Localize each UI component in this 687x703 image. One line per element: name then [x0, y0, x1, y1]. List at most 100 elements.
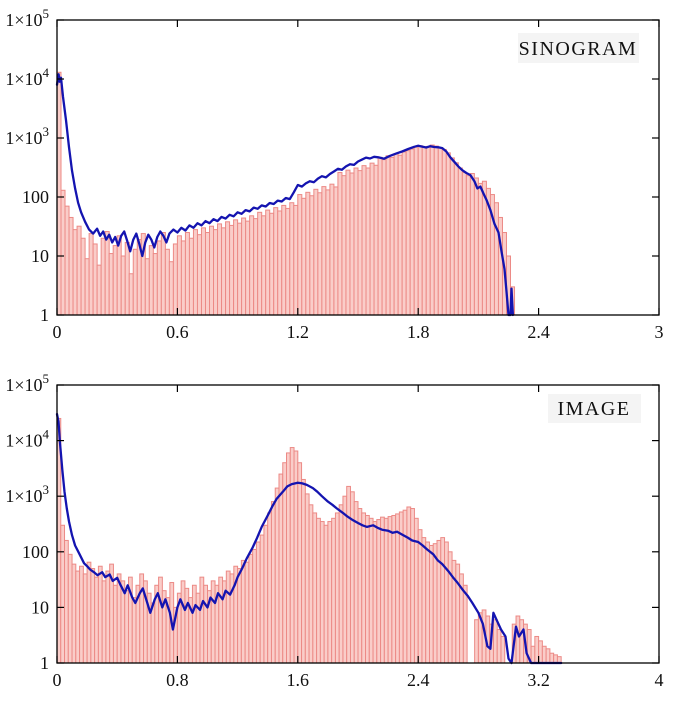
y-tick-label: 1×105 — [5, 371, 49, 395]
histogram-bar — [124, 241, 130, 316]
histogram-bar — [229, 224, 235, 316]
histogram-bar — [97, 565, 103, 664]
y-tick-label: 1×105 — [5, 6, 49, 30]
histogram-bar — [245, 220, 251, 316]
histogram-bar — [462, 584, 468, 664]
histogram-bar — [172, 243, 178, 316]
histogram-bar — [164, 248, 170, 316]
x-tick-label: 2.4 — [527, 322, 550, 342]
histogram-bar — [259, 534, 265, 664]
histogram-bar — [327, 521, 333, 664]
x-tick-label: 2.4 — [407, 670, 430, 690]
histogram-bar — [453, 162, 459, 316]
histogram-bar — [104, 231, 110, 316]
histogram-bar — [112, 245, 118, 316]
x-tick-label: 1.2 — [287, 322, 310, 342]
histogram-bar — [305, 191, 311, 316]
histogram-bar — [168, 261, 174, 316]
histogram-bar — [176, 235, 182, 316]
histogram-bar — [184, 587, 190, 664]
histogram-bar — [469, 173, 475, 316]
y-tick-label: 100 — [22, 542, 49, 562]
histogram-bar — [473, 177, 479, 316]
histogram-bar — [204, 232, 211, 316]
histogram-bar — [331, 517, 336, 664]
histogram-bar — [249, 215, 255, 316]
histogram-bar — [128, 273, 134, 316]
histogram-bar — [92, 243, 98, 316]
histogram-bar — [447, 551, 453, 664]
title-box — [548, 394, 641, 423]
histogram-bar — [553, 654, 558, 664]
histogram-bar — [196, 234, 202, 316]
panel-title: SINOGRAM — [519, 38, 638, 60]
histogram-bar — [401, 151, 407, 316]
histogram-bar — [317, 192, 323, 316]
histogram-bar — [377, 156, 383, 316]
histogram-bar — [90, 568, 96, 664]
histogram-bar — [263, 524, 269, 664]
x-tick-label: 3.2 — [527, 670, 550, 690]
histogram-bar — [297, 194, 303, 316]
histogram-bar — [372, 521, 378, 664]
histogram-bar — [255, 541, 261, 664]
y-tick-label: 100 — [22, 187, 49, 207]
histogram-bar — [152, 253, 158, 316]
histogram-bar — [116, 573, 122, 664]
histogram-bar — [144, 258, 150, 316]
histogram-bar — [500, 635, 506, 664]
histogram-bar — [94, 576, 99, 664]
histogram-bar — [225, 570, 231, 664]
histogram-bar — [79, 565, 84, 664]
histogram-bar — [421, 146, 427, 316]
histogram-bar — [393, 153, 399, 316]
histogram-bar — [337, 172, 343, 316]
histogram-bar — [444, 541, 449, 664]
y-tick-exponent: 3 — [43, 482, 50, 497]
x-tick-label: 3 — [655, 322, 664, 342]
histogram-bar — [213, 229, 219, 316]
histogram-bar — [449, 157, 455, 316]
histogram-bar — [406, 506, 412, 664]
y-tick-label: 1 — [40, 305, 49, 325]
histogram-bar — [237, 222, 243, 316]
histogram-bar — [425, 541, 430, 664]
histogram-bar — [132, 248, 138, 316]
x-tick-label: 1.8 — [407, 322, 430, 342]
histogram-bar — [64, 205, 70, 316]
histogram-bar — [357, 508, 363, 664]
histogram-bar — [455, 563, 461, 664]
histogram-bar — [270, 501, 276, 664]
histogram-bar — [68, 216, 74, 316]
histogram-bar — [199, 576, 205, 664]
histogram-bar — [380, 516, 385, 664]
histogram-bar — [365, 514, 370, 664]
histogram-bar — [261, 215, 267, 316]
histogram-bar — [203, 584, 209, 664]
histogram-bar — [131, 597, 137, 664]
histogram-bar — [530, 645, 536, 664]
histogram-bar — [289, 447, 295, 664]
histogram-bar — [124, 590, 129, 664]
histogram-bar — [180, 580, 186, 664]
histogram-bar — [278, 473, 284, 664]
histogram-bar — [365, 167, 371, 316]
axes-box — [56, 19, 660, 316]
histogram-bar — [248, 553, 254, 664]
histogram-bar — [432, 543, 438, 664]
histogram-bar — [257, 211, 263, 316]
histogram-bar — [428, 544, 434, 664]
histogram-bar — [342, 495, 348, 664]
histogram-bar — [233, 219, 239, 316]
histogram-bar — [385, 155, 391, 316]
y-tick-exponent: 5 — [43, 371, 50, 386]
histogram-bar — [319, 521, 325, 664]
y-tick-label: 10 — [31, 246, 49, 266]
histogram-bar — [369, 162, 375, 316]
histogram-bar — [474, 619, 479, 664]
x-tick-label: 0 — [53, 670, 62, 690]
histogram-bar — [368, 517, 374, 664]
histogram-bar — [545, 648, 551, 664]
histogram-bar — [76, 225, 82, 316]
